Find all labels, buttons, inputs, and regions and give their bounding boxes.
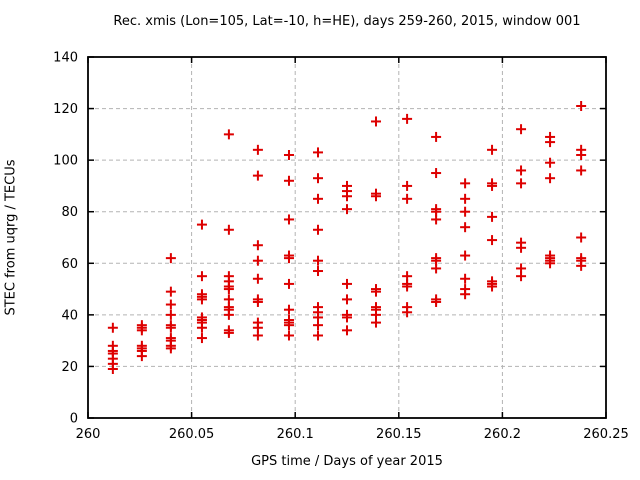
y-tick-label: 20 xyxy=(61,360,78,375)
y-tick-label: 120 xyxy=(53,102,78,117)
y-tick-label: 140 xyxy=(53,51,78,66)
chart-title: Rec. xmis (Lon=105, Lat=-10, h=HE), days… xyxy=(113,14,581,29)
x-tick-label: 260.15 xyxy=(376,427,422,442)
plot-border xyxy=(87,56,607,419)
y-tick-label: 100 xyxy=(53,154,78,169)
x-tick-label: 260 xyxy=(76,427,101,442)
x-axis-label: GPS time / Days of year 2015 xyxy=(251,454,443,469)
x-tick-label: 260.2 xyxy=(484,427,521,442)
y-tick-label: 0 xyxy=(70,412,78,427)
x-tick-label: 260.05 xyxy=(169,427,215,442)
y-tick-label: 40 xyxy=(61,308,78,323)
y-tick-label: 60 xyxy=(61,257,78,272)
x-tick-label: 260.25 xyxy=(583,427,629,442)
x-tick-label: 260.1 xyxy=(277,427,314,442)
y-tick-label: 80 xyxy=(61,205,78,220)
